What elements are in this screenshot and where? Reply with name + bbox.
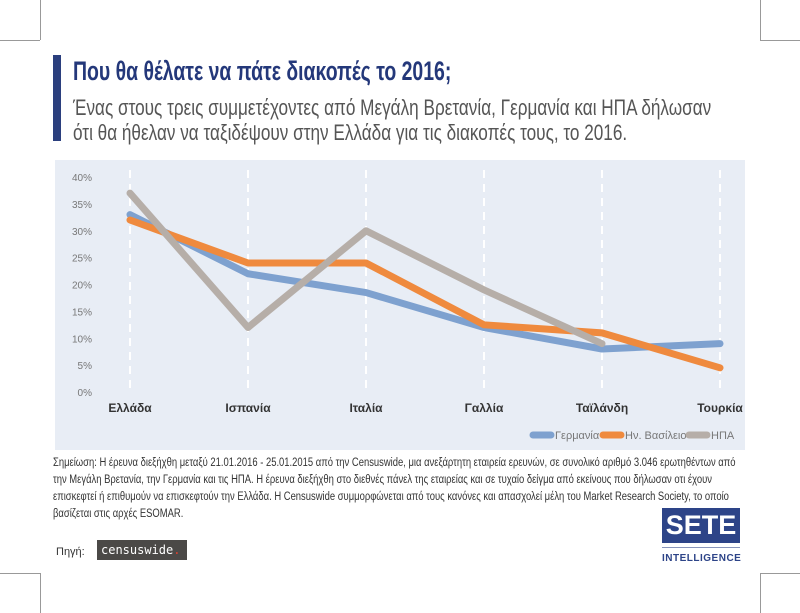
y-tick-label: 15% [72, 307, 92, 318]
crop-mark [0, 40, 40, 41]
crop-mark [40, 573, 41, 613]
crop-mark [40, 0, 41, 40]
censuswide-logo: censuswide. [97, 540, 187, 560]
crop-mark [760, 0, 761, 40]
y-tick-label: 0% [78, 388, 93, 399]
series-line-0 [126, 211, 724, 353]
chart-panel: Ελλάδα Ισπανία Ιταλία Γαλλία Ταϊλάνδη Τουρκία… [55, 160, 745, 450]
line-chart: Ελλάδα Ισπανία Ιταλία Γαλλία Ταϊλάνδη Τουρκία… [72, 170, 743, 442]
subtitle-line-2: ότι θα ήθελαν να ταξιδέψουν στην Ελλάδα … [73, 120, 628, 145]
censuswide-logo-text: censuswide [101, 543, 174, 557]
source-label: Πηγή: [56, 546, 85, 558]
y-tick-label: 20% [72, 281, 92, 292]
x-tick-label: Ταϊλάνδη [576, 401, 628, 415]
x-tick-label: Ελλάδα [108, 401, 152, 415]
sete-logo: SETE [662, 508, 740, 543]
logo-divider [662, 547, 740, 548]
crop-mark [760, 40, 800, 41]
subtitle-line-1: Ένας στους τρεις συμμετέχοντες από Μεγάλ… [73, 95, 712, 120]
x-tick-label: Γαλλία [465, 401, 504, 415]
y-tick-label: 40% [72, 173, 92, 184]
series-line-1 [126, 216, 724, 372]
x-tick-label: Τουρκία [697, 401, 743, 415]
crop-mark [760, 573, 800, 574]
y-tick-label: 25% [72, 254, 92, 265]
y-tick-label: 5% [78, 361, 93, 372]
page-title: Που θα θέλατε να πάτε διακοπές το 2016; [73, 56, 452, 86]
legend-label: Γερμανία [555, 430, 600, 442]
crop-mark [760, 573, 761, 613]
y-tick-label: 30% [72, 227, 92, 238]
y-tick-label: 10% [72, 334, 92, 345]
series-line-2 [126, 189, 606, 348]
title-accent-bar [53, 55, 61, 141]
sete-logo-subtitle: INTELLIGENCE [662, 553, 742, 564]
y-tick-label: 35% [72, 200, 92, 211]
x-tick-label: Ισπανία [225, 401, 271, 415]
footnote: Σημείωση: Η έρευνα διεξήχθη μεταξύ 21.01… [53, 457, 736, 520]
legend-label: ΗΠΑ [711, 430, 735, 442]
subtitle: Ένας στους τρεις συμμετέχοντες από Μεγάλ… [73, 95, 711, 145]
crop-mark [0, 573, 40, 574]
legend-label: Ην. Βασίλειο [625, 430, 686, 442]
x-tick-label: Ιταλία [349, 401, 383, 415]
